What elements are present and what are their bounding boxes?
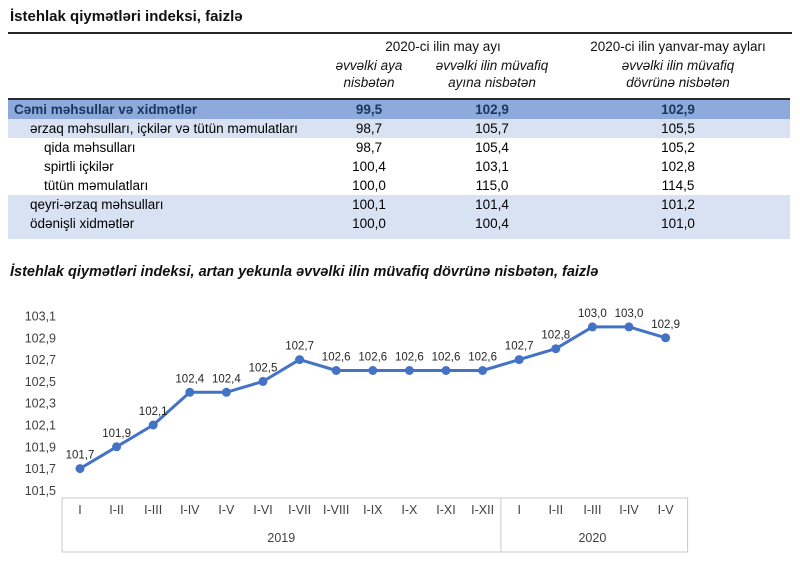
y-axis-tick-label: 102,3 xyxy=(25,397,56,411)
cpi-line-chart: 103,1 102,9 102,7 102,5 102,3 102,1 101,9 101,7… xyxy=(25,308,689,553)
table-sub-header: əvvəlki aya nisbətən əvvəlki ilin müvafi… xyxy=(8,56,790,98)
data-point-marker xyxy=(75,464,85,474)
data-point-marker xyxy=(185,387,195,397)
data-point-marker xyxy=(295,355,305,365)
table-body: Cəmi məhsullar və xidmətlər 99,5 102,9 1… xyxy=(8,98,790,239)
table-row-non-food-products: qeyri-ərzaq məhsulları 100,1 101,4 101,2 xyxy=(8,195,790,214)
cpi-table: 2020-ci ilin may ayı 2020-ci ilin yanvar… xyxy=(8,36,790,239)
x-axis-category-label: I xyxy=(78,503,81,517)
data-point-marker xyxy=(624,322,634,332)
x-axis-category-label: I xyxy=(517,503,520,517)
data-point-marker xyxy=(551,344,561,354)
data-point-marker xyxy=(441,366,451,375)
column-group-jan-may: 2020-ci ilin yanvar-may ayları xyxy=(590,38,766,54)
y-axis-tick-label: 102,9 xyxy=(25,331,56,345)
y-axis-tick-label: 102,7 xyxy=(25,353,56,367)
data-point-label: 102,6 xyxy=(395,352,424,364)
subheader-vs-same-month-prev-year: əvvəlki ilin müvafiq ayına nisbətən xyxy=(435,58,549,90)
data-point-marker xyxy=(331,366,341,375)
table-bottom-strip xyxy=(8,233,790,239)
subheader-vs-prev-month: əvvəlki aya nisbətən xyxy=(335,58,403,90)
data-point-label: 102,8 xyxy=(541,330,570,342)
y-axis-tick-label: 103,1 xyxy=(25,310,56,324)
x-axis-category-label: I-IV xyxy=(180,503,200,517)
year-group-label: 2020 xyxy=(578,531,606,545)
data-point-marker xyxy=(661,333,671,343)
table-row-food-drinks-tobacco: ərzaq məhsulları, içkilər və tütün məmul… xyxy=(8,119,790,138)
data-point-marker xyxy=(478,366,488,375)
x-axis-category-label: I-V xyxy=(218,503,235,517)
data-point-marker xyxy=(404,366,414,375)
data-point-label: 102,6 xyxy=(358,352,387,364)
data-point-label: 102,4 xyxy=(175,373,204,385)
table-column-group-header: 2020-ci ilin may ayı 2020-ci ilin yanvar… xyxy=(8,36,790,56)
title-divider xyxy=(8,32,792,34)
subheader-vs-same-period-prev-year: əvvəlki ilin müvafiq dövrünə nisbətən xyxy=(621,58,735,90)
year-group-label: 2019 xyxy=(267,531,295,545)
data-point-label: 102,5 xyxy=(249,362,278,374)
data-point-label: 101,9 xyxy=(102,428,131,440)
column-group-may: 2020-ci ilin may ayı xyxy=(385,38,501,54)
x-axis-category-label: I-III xyxy=(144,503,162,517)
chart-title: İstehlak qiymətləri indeksi, artan yekun… xyxy=(10,264,599,280)
data-point-label: 103,0 xyxy=(578,308,607,320)
x-axis-box xyxy=(61,497,689,553)
data-point-marker xyxy=(221,387,231,397)
data-point-marker xyxy=(112,442,122,452)
y-axis-tick-label: 101,5 xyxy=(25,484,56,498)
data-point-label: 101,7 xyxy=(66,450,95,462)
x-axis-category-label: I-IX xyxy=(363,503,383,517)
x-axis-category-label: I-II xyxy=(109,503,124,517)
data-point-marker xyxy=(587,322,597,332)
x-axis-category-label: I-III xyxy=(583,503,601,517)
data-point-label: 102,4 xyxy=(212,373,241,385)
x-axis-category-label: I-II xyxy=(549,503,564,517)
x-axis-category-label: I-V xyxy=(658,503,675,517)
y-axis-tick-label: 101,7 xyxy=(25,462,56,476)
x-axis-category-label: I-XI xyxy=(436,503,455,517)
x-axis-category-label: I-XII xyxy=(471,503,494,517)
data-point-label: 102,6 xyxy=(432,352,461,364)
table-row-paid-services: ödənişli xidmətlər 100,0 100,4 101,0 xyxy=(8,214,790,233)
x-axis-category-label: I-VIII xyxy=(323,503,349,517)
x-axis-category-label: I-VII xyxy=(288,503,311,517)
x-axis-category-label: I-VI xyxy=(253,503,272,517)
table-row-tobacco-products: tütün məmulatları 100,0 115,0 114,5 xyxy=(8,176,790,195)
data-point-label: 103,0 xyxy=(615,308,644,320)
y-axis-tick-label: 101,9 xyxy=(25,440,56,454)
data-point-label: 102,1 xyxy=(139,406,168,418)
data-point-marker xyxy=(148,420,158,430)
data-point-label: 102,7 xyxy=(285,341,314,353)
table-row-total: Cəmi məhsullar və xidmətlər 99,5 102,9 1… xyxy=(8,100,790,119)
data-point-label: 102,9 xyxy=(651,319,680,331)
data-point-marker xyxy=(514,355,524,365)
data-point-label: 102,6 xyxy=(322,352,351,364)
page-title: İstehlak qiymətləri indeksi, faizlə xyxy=(10,8,243,25)
x-axis-category-label: I-IV xyxy=(619,503,639,517)
table-row-alcoholic-drinks: spirtli içkilər 100,4 103,1 102,8 xyxy=(8,157,790,176)
y-axis-tick-label: 102,5 xyxy=(25,375,56,389)
data-point-label: 102,6 xyxy=(468,352,497,364)
chart-line xyxy=(78,325,668,471)
x-axis-category-label: I-X xyxy=(401,503,418,517)
y-axis-tick-label: 102,1 xyxy=(25,419,56,433)
data-point-label: 102,7 xyxy=(505,341,534,353)
data-point-marker xyxy=(368,366,378,375)
table-row-food-products: qida məhsulları 98,7 105,4 105,2 xyxy=(8,138,790,157)
data-point-marker xyxy=(258,376,268,386)
